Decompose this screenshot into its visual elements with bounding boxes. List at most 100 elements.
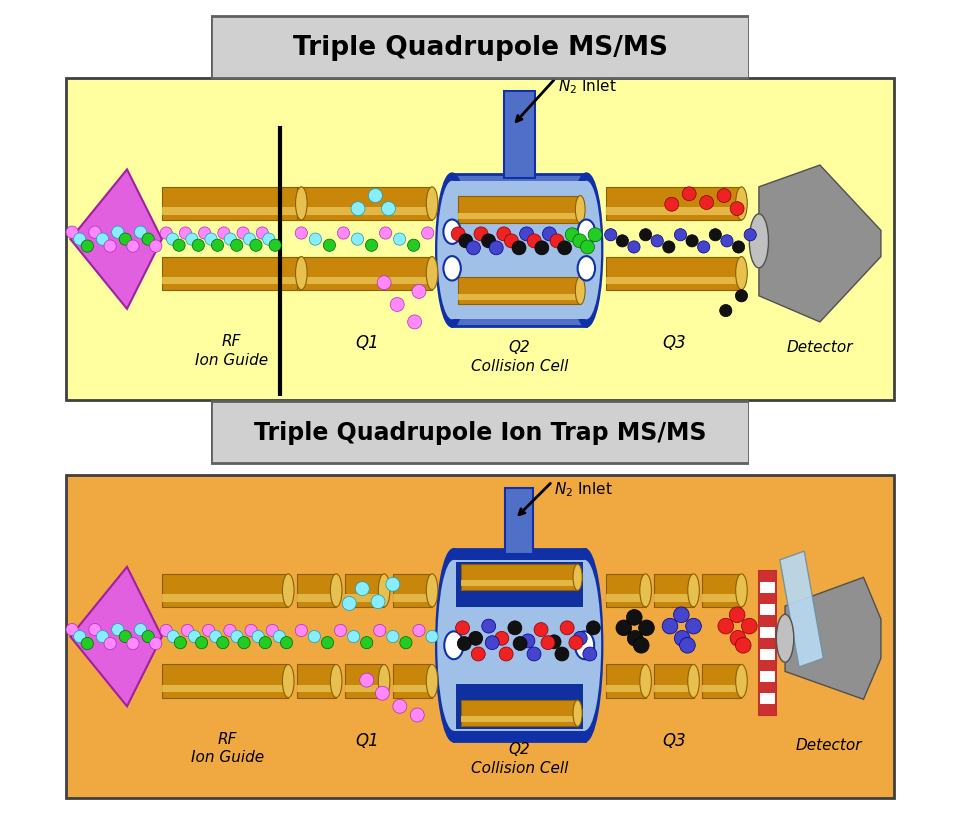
Bar (703, 665, 741, 698)
Circle shape (351, 203, 365, 217)
Bar (505, 489, 533, 554)
Circle shape (732, 241, 745, 254)
Circle shape (410, 708, 424, 722)
Circle shape (474, 227, 488, 241)
Circle shape (451, 227, 466, 241)
Ellipse shape (575, 632, 594, 659)
Text: Q3: Q3 (662, 731, 686, 748)
Circle shape (550, 235, 564, 249)
Circle shape (616, 236, 629, 247)
Circle shape (348, 631, 360, 643)
Circle shape (541, 636, 555, 650)
Bar (607, 188, 741, 221)
Circle shape (237, 227, 250, 240)
Ellipse shape (687, 665, 699, 698)
Circle shape (263, 234, 275, 246)
Ellipse shape (575, 196, 585, 224)
Bar (461, 716, 578, 722)
Circle shape (181, 624, 194, 637)
Circle shape (387, 631, 399, 643)
Circle shape (66, 227, 78, 239)
Circle shape (369, 189, 382, 203)
Ellipse shape (330, 574, 342, 607)
Circle shape (188, 631, 201, 643)
Bar (452, 174, 587, 327)
Circle shape (735, 290, 748, 303)
Ellipse shape (296, 188, 307, 221)
Circle shape (717, 189, 731, 203)
Circle shape (142, 631, 155, 643)
Ellipse shape (426, 188, 438, 221)
Circle shape (456, 621, 469, 635)
Circle shape (467, 241, 480, 256)
Bar (297, 257, 432, 290)
Text: RF
Ion Guide: RF Ion Guide (191, 731, 264, 764)
Bar (461, 700, 578, 726)
Circle shape (160, 624, 173, 637)
Circle shape (386, 577, 399, 591)
Ellipse shape (426, 574, 438, 607)
Circle shape (211, 240, 224, 252)
Circle shape (468, 632, 483, 646)
Circle shape (718, 619, 733, 634)
Ellipse shape (639, 665, 652, 698)
Ellipse shape (426, 257, 438, 290)
Circle shape (421, 227, 434, 240)
Circle shape (685, 619, 702, 634)
Ellipse shape (578, 220, 595, 245)
Circle shape (373, 624, 386, 637)
Text: RF
Ion Guide: RF Ion Guide (195, 334, 268, 367)
Bar (655, 574, 693, 607)
Circle shape (74, 234, 85, 246)
Bar (162, 665, 288, 698)
Circle shape (175, 637, 186, 649)
Circle shape (203, 624, 215, 637)
Bar (759, 571, 776, 582)
Ellipse shape (575, 277, 585, 305)
Circle shape (196, 637, 207, 649)
FancyBboxPatch shape (211, 17, 749, 79)
Circle shape (583, 648, 597, 661)
Ellipse shape (687, 574, 699, 607)
Circle shape (674, 631, 690, 647)
Bar (759, 682, 776, 693)
Bar (297, 188, 432, 221)
Circle shape (375, 686, 390, 700)
Circle shape (66, 624, 78, 636)
Bar (162, 208, 301, 215)
Circle shape (89, 227, 101, 239)
Ellipse shape (426, 665, 438, 698)
Circle shape (512, 241, 526, 256)
Circle shape (547, 635, 561, 649)
Bar (162, 685, 288, 692)
Circle shape (459, 235, 472, 249)
Circle shape (686, 236, 698, 247)
Circle shape (217, 637, 228, 649)
Circle shape (167, 631, 180, 643)
Circle shape (360, 673, 373, 687)
Circle shape (494, 632, 509, 646)
Circle shape (218, 227, 230, 240)
Bar (759, 594, 776, 605)
Circle shape (343, 597, 356, 610)
Circle shape (413, 624, 425, 637)
Circle shape (674, 229, 686, 241)
Text: Triple Quadrupole MS/MS: Triple Quadrupole MS/MS (293, 35, 667, 60)
Ellipse shape (438, 560, 470, 731)
Bar (162, 574, 288, 607)
Text: $N_2$ Inlet: $N_2$ Inlet (554, 480, 613, 499)
Circle shape (250, 240, 262, 252)
Circle shape (741, 619, 757, 634)
Circle shape (471, 648, 485, 661)
Bar (759, 571, 777, 715)
Circle shape (482, 619, 495, 633)
Circle shape (245, 624, 257, 637)
Bar (297, 278, 432, 285)
Circle shape (224, 624, 236, 637)
Circle shape (309, 234, 322, 246)
Text: Triple Quadrupole Ion Trap MS/MS: Triple Quadrupole Ion Trap MS/MS (253, 420, 707, 444)
Bar (454, 550, 585, 741)
Ellipse shape (567, 550, 602, 741)
Polygon shape (759, 166, 881, 323)
Circle shape (269, 240, 281, 252)
